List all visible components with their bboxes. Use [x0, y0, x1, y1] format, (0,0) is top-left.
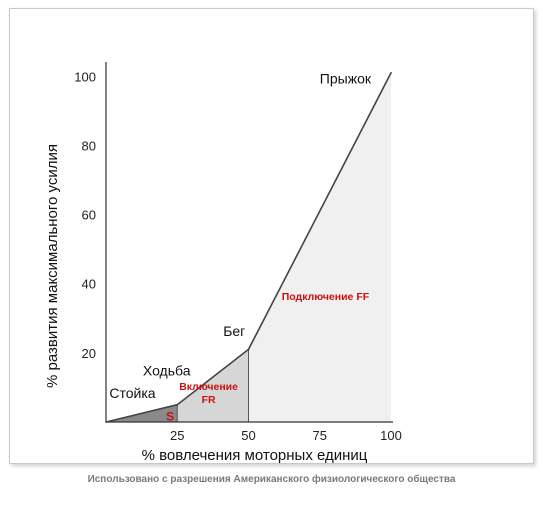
x-tick-label: 75 [313, 428, 327, 443]
y-tick-label: 100 [74, 69, 96, 84]
region-label-ff: Подключение FF [282, 291, 370, 303]
annotation-label: Ходьба [143, 363, 191, 379]
chart-figure: 20 40 60 80 100 25 50 75 100 % вовлечения моторны… [9, 8, 534, 464]
chart-svg: 20 40 60 80 100 25 50 75 100 % вовлечения моторны… [44, 62, 402, 464]
region-label-s: S [166, 409, 174, 423]
region-label-fr: Включение FR [179, 381, 238, 406]
annotation-label: Стойка [109, 385, 155, 401]
x-tick-label: 100 [380, 428, 402, 443]
series-point [105, 421, 107, 423]
figure-caption: Использовано с разрешения Американского … [87, 474, 456, 485]
y-tick-label: 20 [82, 346, 96, 361]
annotation-label: Прыжок [320, 70, 372, 86]
x-axis-label: % вовлечения моторных единиц [142, 447, 368, 463]
series-point [390, 72, 392, 74]
y-tick-label: 80 [82, 138, 96, 153]
annotation-label: Бег [223, 323, 245, 339]
region-area-3 [248, 72, 391, 423]
series-point [176, 403, 179, 406]
y-tick-label: 40 [82, 277, 96, 292]
y-tick-label: 60 [82, 208, 96, 223]
series-point [247, 348, 250, 351]
x-tick-label: 25 [170, 428, 184, 443]
series-line [105, 72, 392, 423]
x-tick-label: 50 [241, 428, 255, 443]
y-axis-label: % развития максимального усилия [44, 144, 61, 388]
region-area-2 [177, 349, 249, 422]
